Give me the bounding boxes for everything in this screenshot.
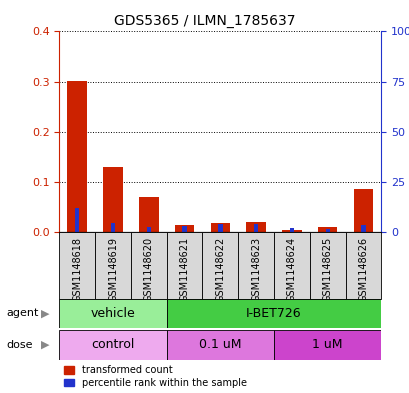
Bar: [218, 224, 222, 232]
Text: control: control: [91, 338, 135, 351]
Text: GSM1148622: GSM1148622: [215, 237, 225, 302]
Legend: transformed count, percentile rank within the sample: transformed count, percentile rank withi…: [64, 365, 246, 388]
Bar: [309, 232, 345, 299]
Text: GSM1148623: GSM1148623: [251, 237, 261, 302]
Bar: [103, 167, 123, 232]
Bar: [59, 330, 166, 360]
Bar: [59, 232, 95, 299]
Bar: [174, 225, 194, 232]
Bar: [345, 232, 380, 299]
Bar: [325, 229, 329, 232]
Bar: [182, 226, 187, 232]
Bar: [246, 222, 265, 232]
Bar: [75, 208, 79, 232]
Text: GSM1148618: GSM1148618: [72, 237, 82, 301]
Bar: [95, 232, 130, 299]
Bar: [130, 232, 166, 299]
Text: ▶: ▶: [41, 309, 49, 318]
Bar: [111, 223, 115, 232]
Bar: [166, 232, 202, 299]
Bar: [353, 189, 372, 232]
Bar: [360, 225, 365, 232]
Bar: [281, 230, 301, 232]
Bar: [139, 197, 158, 232]
Bar: [146, 227, 151, 232]
Text: GSM1148624: GSM1148624: [286, 237, 296, 302]
Bar: [166, 299, 380, 328]
Bar: [317, 228, 337, 232]
Text: vehicle: vehicle: [90, 307, 135, 320]
Text: GSM1148626: GSM1148626: [357, 237, 368, 302]
Bar: [166, 330, 273, 360]
Bar: [202, 232, 238, 299]
Bar: [67, 81, 87, 232]
Bar: [273, 232, 309, 299]
Text: GSM1148621: GSM1148621: [179, 237, 189, 302]
Bar: [238, 232, 273, 299]
Bar: [273, 330, 380, 360]
Text: GSM1148625: GSM1148625: [322, 237, 332, 302]
Text: ▶: ▶: [41, 340, 49, 350]
Bar: [59, 299, 166, 328]
Text: dose: dose: [6, 340, 33, 350]
Text: GDS5365 / ILMN_1785637: GDS5365 / ILMN_1785637: [114, 14, 295, 28]
Bar: [210, 223, 229, 232]
Text: GSM1148620: GSM1148620: [144, 237, 153, 302]
Text: 1 uM: 1 uM: [312, 338, 342, 351]
Text: GSM1148619: GSM1148619: [108, 237, 118, 301]
Bar: [289, 228, 293, 232]
Text: agent: agent: [6, 309, 38, 318]
Text: I-BET726: I-BET726: [245, 307, 301, 320]
Bar: [253, 224, 258, 232]
Text: 0.1 uM: 0.1 uM: [199, 338, 241, 351]
